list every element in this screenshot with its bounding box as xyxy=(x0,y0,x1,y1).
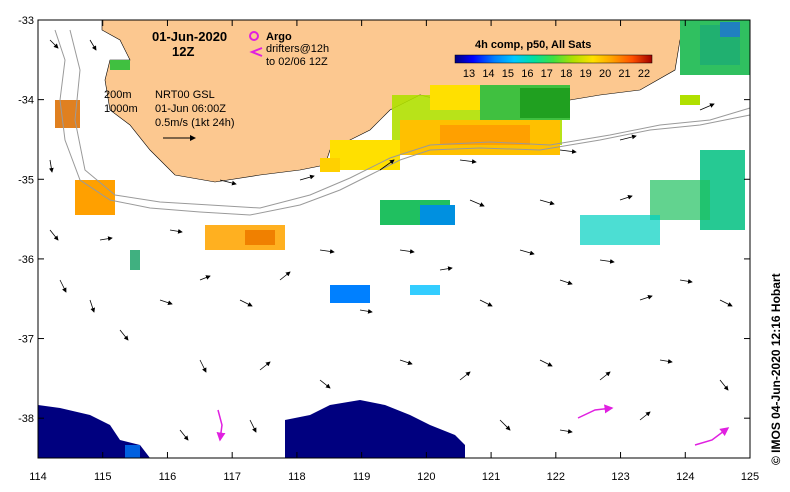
credit-label: © IMOS 04-Jun-2020 12:16 Hobart xyxy=(769,273,783,465)
depth-1000-label: 1000m xyxy=(104,103,138,115)
colorbar-tick-label: 14 xyxy=(482,68,494,80)
plot-frame xyxy=(37,19,751,459)
source-label: NRT00 GSL xyxy=(155,89,215,101)
x-axis: 114 115 116 117 118 119 120 121 122 123 124 125 xyxy=(29,20,759,483)
map-date: 01-Jun-2020 xyxy=(152,29,227,44)
current-vectors xyxy=(48,39,733,441)
colorbar-ticks: 13 14 15 16 17 18 19 20 21 22 xyxy=(463,68,650,80)
cold-sst xyxy=(38,405,150,458)
colorbar-tick-label: 20 xyxy=(599,68,611,80)
colorbar-tick-label: 21 xyxy=(618,68,630,80)
x-tick-label: 115 xyxy=(94,471,112,483)
cold-sst-3 xyxy=(125,445,140,458)
colorbar-tick-label: 18 xyxy=(560,68,572,80)
y-tick-label: -34 xyxy=(18,95,34,107)
x-tick-label: 122 xyxy=(547,471,565,483)
colorbar-tick-label: 17 xyxy=(541,68,553,80)
cold-sst-2 xyxy=(285,400,465,458)
x-tick-label: 114 xyxy=(29,471,47,483)
colorbar-title: 4h comp, p50, All Sats xyxy=(475,39,591,51)
y-tick-label: -37 xyxy=(18,334,34,346)
vector-scale-label: 0.5m/s (1kt 24h) xyxy=(155,117,234,129)
colorbar-tick-label: 22 xyxy=(638,68,650,80)
colorbar-tick-label: 13 xyxy=(463,68,475,80)
drifter-tracks xyxy=(216,404,730,446)
y-axis: -33 -34 -35 -36 -37 -38 xyxy=(18,15,750,425)
x-tick-label: 123 xyxy=(611,471,629,483)
sst-patches xyxy=(55,20,750,303)
drifter-icon xyxy=(249,47,263,57)
colorbar-tick-label: 16 xyxy=(521,68,533,80)
colorbar-tick-label: 15 xyxy=(502,68,514,80)
x-tick-label: 119 xyxy=(353,471,371,483)
analysis-time-label: 01-Jun 06:00Z xyxy=(155,103,226,115)
x-tick-label: 120 xyxy=(417,471,435,483)
y-tick-label: -33 xyxy=(18,15,34,27)
x-tick-label: 124 xyxy=(676,471,694,483)
bathymetry xyxy=(54,29,751,216)
y-tick-label: -36 xyxy=(18,254,34,266)
colorbar xyxy=(454,54,653,64)
x-tick-label: 118 xyxy=(288,471,306,483)
colorbar-tick-label: 19 xyxy=(580,68,592,80)
x-tick-label: 117 xyxy=(223,471,241,483)
argo-icon xyxy=(249,31,259,41)
y-tick-label: -38 xyxy=(18,413,34,425)
depth-200-label: 200m xyxy=(104,89,132,101)
drifters-to-label: to 02/06 12Z xyxy=(266,56,328,68)
y-tick-label: -35 xyxy=(18,174,34,186)
map-time: 12Z xyxy=(172,44,194,59)
x-tick-label: 121 xyxy=(482,471,500,483)
x-tick-label: 125 xyxy=(741,471,759,483)
drifters-label: drifters@12h xyxy=(266,43,329,55)
argo-label: Argo xyxy=(266,31,292,43)
x-tick-label: 116 xyxy=(159,471,177,483)
